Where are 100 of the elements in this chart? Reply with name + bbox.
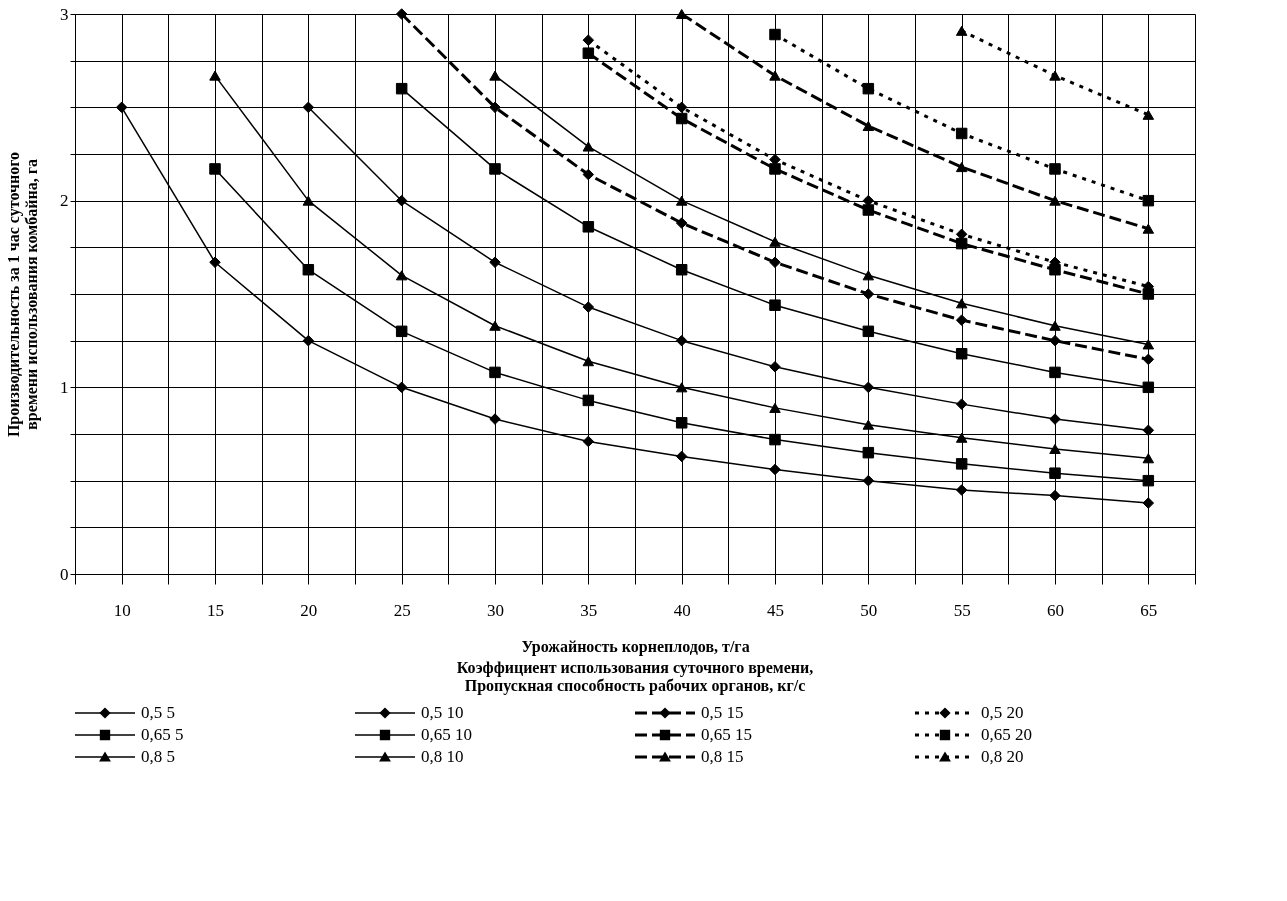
point	[395, 381, 408, 394]
point	[582, 435, 595, 448]
y-tick-label: 1	[60, 377, 69, 397]
point	[1142, 353, 1155, 366]
legend-label: 0,65 15	[701, 725, 752, 744]
legend-label: 0,65 20	[981, 725, 1032, 744]
point	[955, 458, 968, 470]
point	[769, 236, 781, 247]
x-tick-label: 50	[860, 600, 878, 620]
point	[862, 325, 875, 338]
point	[489, 320, 501, 331]
point	[862, 381, 875, 394]
point	[862, 120, 875, 132]
point	[675, 8, 688, 20]
point	[1142, 194, 1155, 207]
point	[395, 325, 408, 338]
point	[489, 70, 501, 81]
legend-label: 0,5 20	[981, 703, 1024, 722]
point	[1142, 453, 1155, 464]
point	[769, 70, 781, 81]
x-tick-label: 40	[673, 600, 691, 620]
point	[862, 204, 875, 216]
point	[862, 270, 875, 281]
point	[769, 402, 781, 413]
point	[1049, 320, 1061, 331]
point	[675, 382, 688, 393]
point	[769, 256, 781, 269]
point	[115, 101, 128, 114]
x-tick-label: 35	[580, 600, 598, 620]
x-tick-label: 45	[767, 600, 784, 620]
point	[582, 47, 595, 59]
point	[1142, 223, 1155, 234]
x-tick-label: 65	[1140, 600, 1158, 620]
point	[769, 361, 781, 373]
legend-label: 0,8 15	[701, 747, 744, 766]
legend-title: Коэффициент использования суточного времени, Пропускная способность рабочих органов, кг/с	[456, 659, 814, 695]
point	[955, 298, 968, 309]
x-axis-title: Урожайность корнеплодов, т/га	[521, 637, 750, 656]
point	[675, 417, 688, 429]
legend-label: 0,8 5	[141, 747, 175, 766]
point	[1049, 70, 1061, 81]
point	[1142, 424, 1155, 437]
x-tick-label: 60	[1047, 600, 1064, 620]
x-tick-label: 20	[300, 600, 318, 620]
point	[302, 101, 315, 114]
point	[302, 195, 315, 206]
legend-label: 0,5 5	[141, 703, 175, 722]
point	[862, 82, 875, 95]
point	[209, 163, 221, 175]
point	[1142, 474, 1155, 487]
point	[955, 162, 968, 173]
point	[769, 463, 781, 476]
legend-label: 0,65 10	[421, 725, 472, 744]
x-tick-label: 15	[207, 600, 224, 620]
point	[1049, 366, 1061, 379]
point	[955, 127, 968, 140]
point	[675, 263, 688, 276]
point	[395, 82, 408, 95]
point	[769, 28, 781, 41]
point	[1049, 334, 1061, 347]
point	[209, 256, 221, 269]
point	[395, 270, 408, 281]
point	[955, 237, 968, 250]
point	[1049, 195, 1061, 206]
point	[582, 141, 595, 152]
point	[1049, 413, 1061, 425]
point	[1049, 443, 1061, 454]
point	[302, 263, 315, 276]
point	[395, 8, 408, 20]
point	[1142, 497, 1155, 509]
point	[862, 446, 875, 459]
point	[489, 256, 501, 269]
point	[769, 163, 781, 175]
point	[582, 356, 595, 367]
point	[1142, 339, 1155, 350]
point	[675, 334, 688, 347]
point	[1049, 489, 1061, 502]
point	[955, 25, 968, 36]
legend-label: 0,5 15	[701, 703, 744, 722]
point	[489, 163, 501, 175]
point	[1049, 163, 1061, 175]
point	[302, 334, 315, 347]
point	[1142, 109, 1155, 120]
point	[955, 347, 968, 360]
x-tick-label: 55	[953, 600, 971, 620]
point	[489, 413, 501, 425]
point	[582, 34, 595, 46]
point	[582, 301, 595, 313]
point	[582, 168, 595, 181]
legend-label: 0,5 10	[421, 703, 464, 722]
point	[489, 366, 501, 379]
y-tick-label: 2	[60, 191, 69, 211]
point	[675, 450, 688, 463]
point	[582, 394, 595, 407]
point	[955, 432, 968, 443]
point	[489, 101, 501, 114]
point	[675, 195, 688, 206]
point	[955, 484, 968, 496]
y-tick-label: 0	[60, 564, 69, 584]
y-tick-label: 3	[60, 4, 69, 24]
